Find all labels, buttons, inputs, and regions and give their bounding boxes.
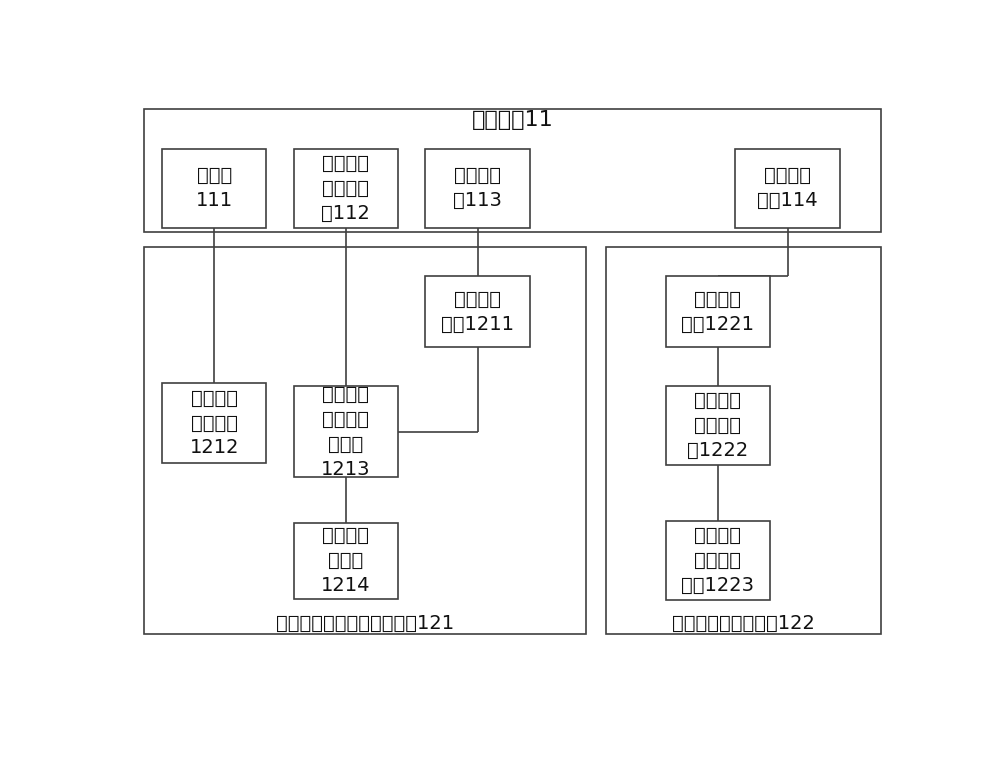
Bar (162, 149, 266, 228)
Bar (294, 149, 398, 228)
Bar (666, 521, 770, 600)
Text: 温度偏差
控制通道
1212: 温度偏差 控制通道 1212 (189, 389, 239, 457)
Text: 温度计
111: 温度计 111 (196, 166, 233, 210)
Text: 主泵转速
偏差控制
通道1223: 主泵转速 偏差控制 通道1223 (681, 527, 754, 595)
Bar (735, 149, 840, 228)
Bar (294, 386, 398, 477)
Text: 测量装置11: 测量装置11 (472, 110, 553, 130)
Bar (666, 277, 770, 347)
Text: 反应堆功率和温度控制模块121: 反应堆功率和温度控制模块121 (276, 614, 454, 633)
Text: 压力变送
器113: 压力变送 器113 (453, 166, 502, 210)
Text: 转速测量
模块114: 转速测量 模块114 (757, 166, 818, 210)
Text: 第二转换
模块1221: 第二转换 模块1221 (681, 290, 754, 334)
Text: 功率变化
率偏差控
制通道
1213: 功率变化 率偏差控 制通道 1213 (321, 385, 371, 479)
Text: 控制棒控
制通道
1214: 控制棒控 制通道 1214 (321, 527, 371, 595)
Bar (144, 247, 586, 634)
Bar (606, 247, 881, 634)
Text: 一回路流量控制模块122: 一回路流量控制模块122 (672, 614, 814, 633)
Bar (144, 109, 881, 232)
Text: 主泵转速
参考值通
道1222: 主泵转速 参考值通 道1222 (687, 392, 748, 460)
Bar (666, 386, 770, 466)
Text: 第一转换
模块1211: 第一转换 模块1211 (441, 290, 514, 334)
Bar (425, 277, 530, 347)
Text: 中子注量
率测量通
道112: 中子注量 率测量通 道112 (321, 154, 370, 223)
Bar (425, 149, 530, 228)
Bar (162, 383, 266, 463)
Bar (294, 523, 398, 599)
